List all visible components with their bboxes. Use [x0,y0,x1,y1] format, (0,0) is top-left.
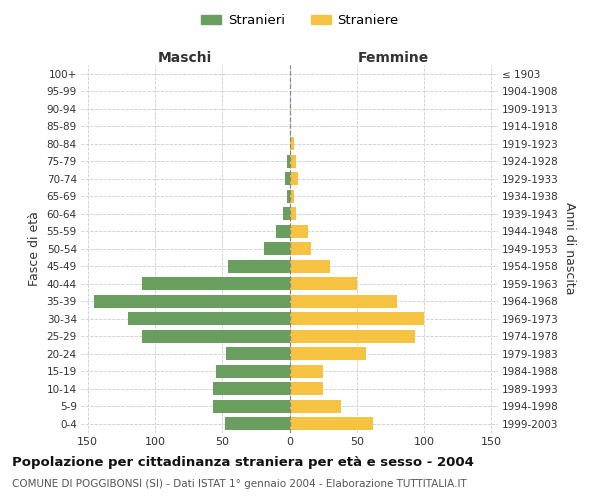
Bar [128,312,290,326]
Bar [276,224,290,238]
Bar [264,242,290,256]
Bar [290,294,397,308]
Bar [290,312,424,326]
Bar [142,330,290,343]
Bar [227,260,290,273]
Bar [287,154,290,168]
Legend: Stranieri, Straniere: Stranieri, Straniere [196,9,404,32]
Bar [290,154,296,168]
Bar [225,417,290,430]
Text: Popolazione per cittadinanza straniera per età e sesso - 2004: Popolazione per cittadinanza straniera p… [12,456,474,469]
Bar [226,347,290,360]
Y-axis label: Fasce di età: Fasce di età [28,212,41,286]
Bar [290,190,293,203]
Bar [94,294,290,308]
Bar [290,172,298,186]
Bar [283,207,290,220]
Bar [213,400,290,413]
Bar [290,102,291,116]
Bar [290,347,366,360]
Bar [290,364,323,378]
Bar [290,330,415,343]
Bar [213,382,290,396]
Bar [290,207,296,220]
Text: Femmine: Femmine [358,51,430,65]
Bar [290,277,357,290]
Bar [290,242,311,256]
Bar [290,260,330,273]
Bar [215,364,290,378]
Bar [290,137,293,150]
Y-axis label: Anni di nascita: Anni di nascita [563,202,575,295]
Text: COMUNE DI POGGIBONSI (SI) - Dati ISTAT 1° gennaio 2004 - Elaborazione TUTTITALIA: COMUNE DI POGGIBONSI (SI) - Dati ISTAT 1… [12,479,467,489]
Bar [287,190,290,203]
Bar [290,417,373,430]
Text: Maschi: Maschi [158,51,212,65]
Bar [142,277,290,290]
Bar [290,382,323,396]
Bar [290,400,341,413]
Bar [290,224,308,238]
Bar [286,172,290,186]
